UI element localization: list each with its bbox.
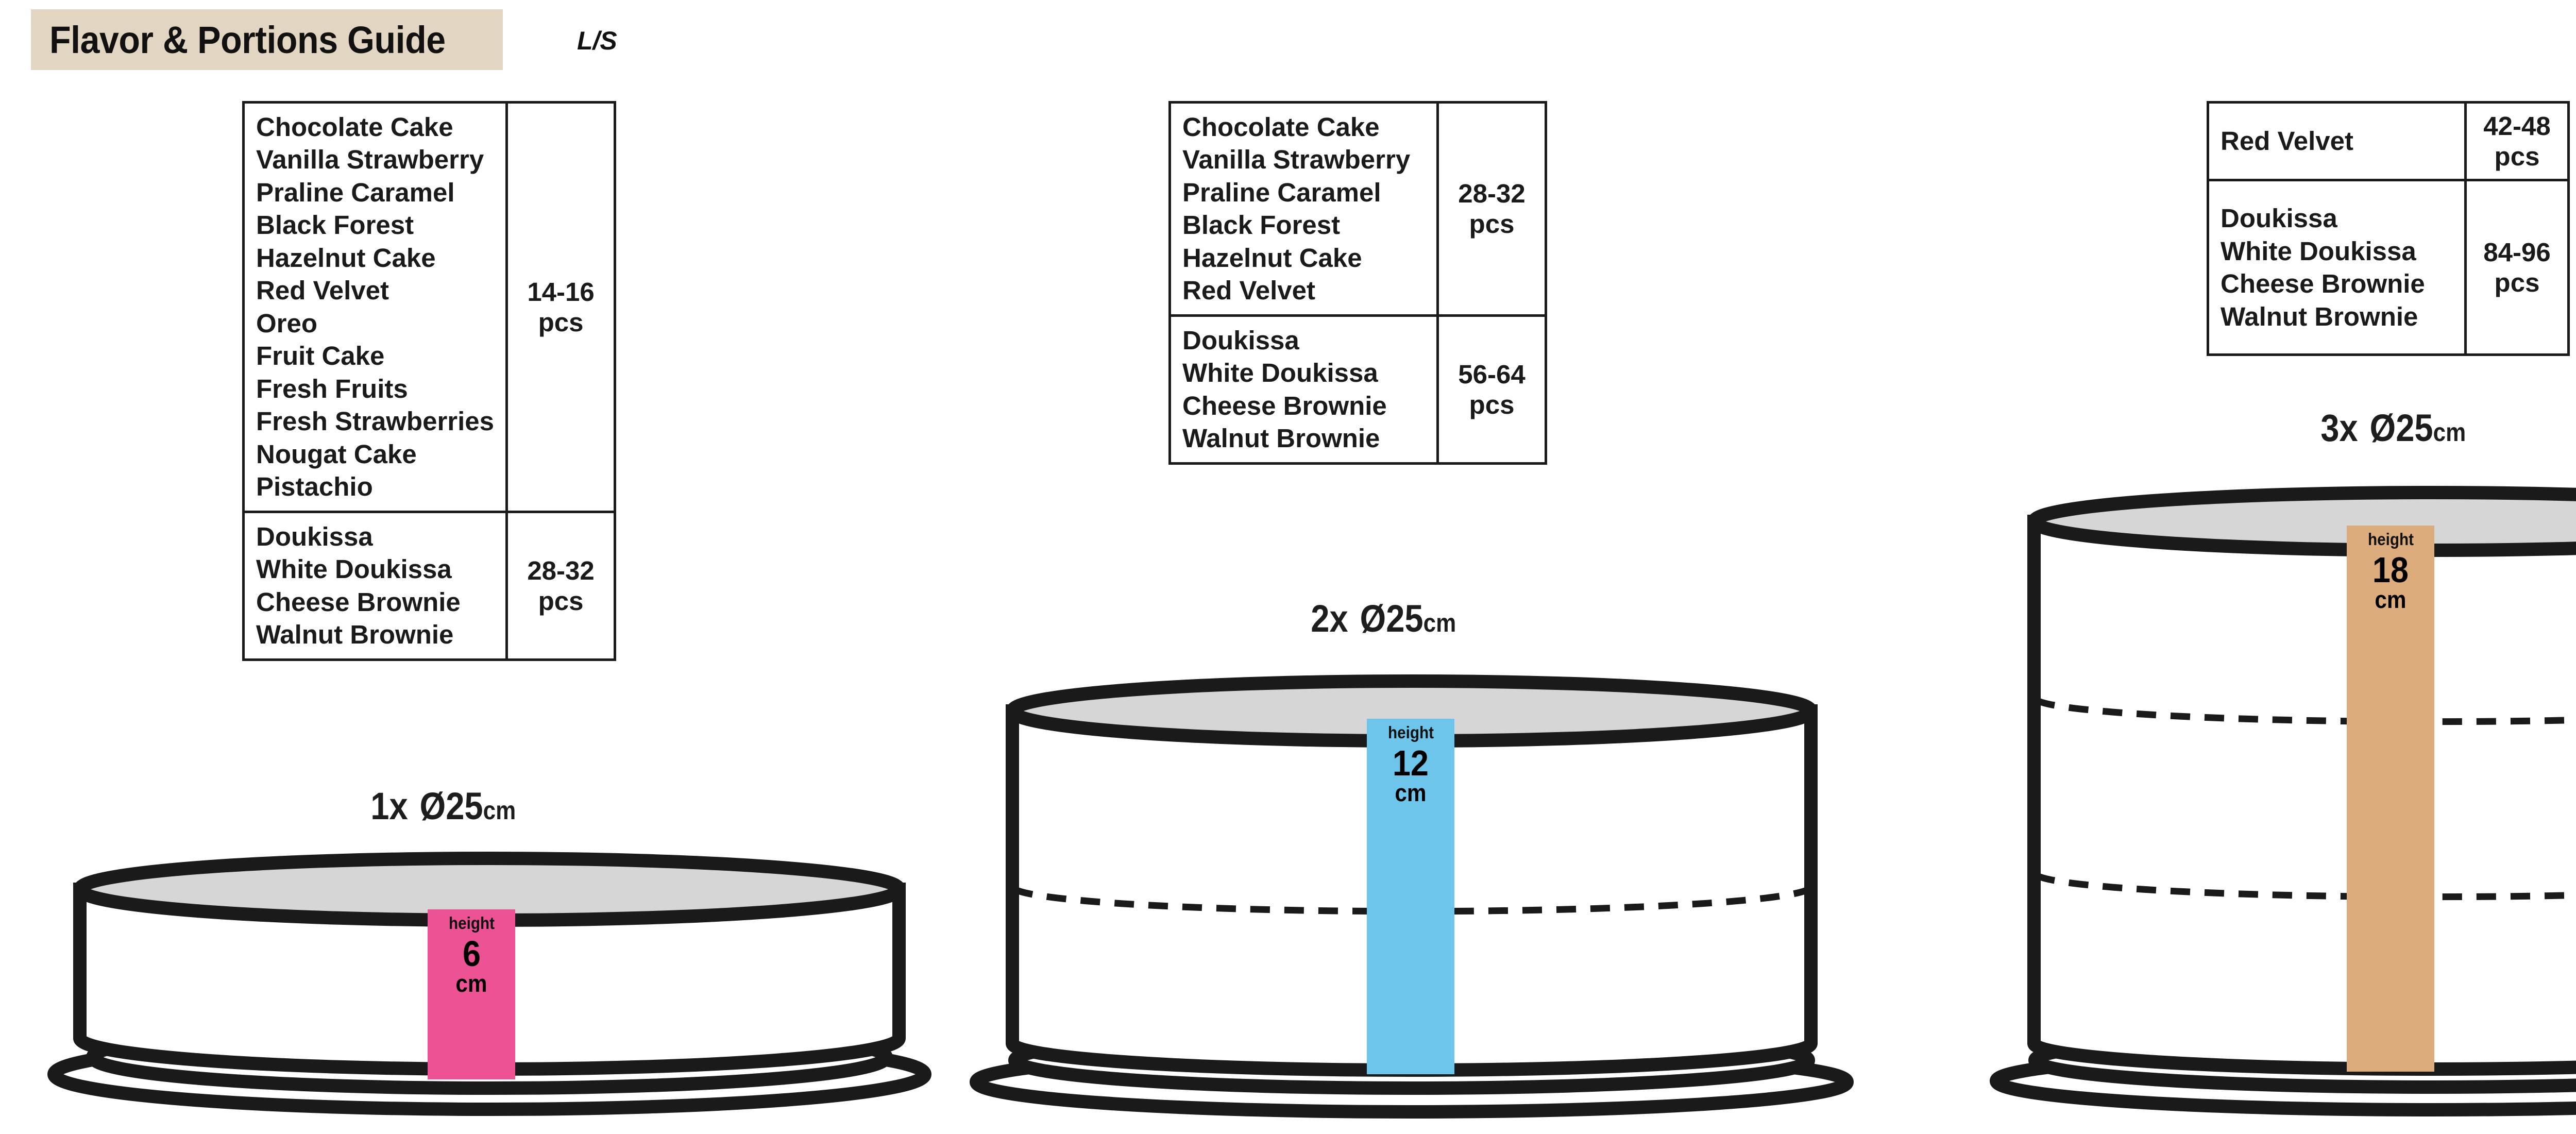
table-row: Doukissa White Doukissa Cheese Brownie W… — [242, 510, 617, 661]
flavor-item: Doukissa — [256, 521, 373, 551]
table-row: Doukissa White Doukissa Cheese Brownie W… — [1168, 314, 1547, 465]
header-code-label: L/S — [577, 26, 617, 55]
flavor-item: Chocolate Cake — [256, 112, 453, 142]
cake-size-caption-3x: 3x Ø25cm — [2320, 406, 2466, 450]
cake-height-band-3x: height 18 cm — [2347, 526, 2434, 1072]
portions-count: 84-96 — [2483, 238, 2551, 267]
flavor-item: Red Velvet — [256, 276, 389, 306]
cake-diameter-unit: cm — [1423, 608, 1456, 637]
flavor-item: Fresh Strawberries — [256, 407, 495, 436]
flavor-item: Vanilla Strawberry — [256, 145, 484, 175]
table-row: Doukissa White Doukissa Cheese Brownie W… — [2207, 179, 2570, 357]
flavor-item: White Doukissa — [256, 554, 452, 584]
portions-cell: 28-32 pcs — [505, 510, 617, 661]
flavor-item: Vanilla Strawberry — [1182, 145, 1411, 175]
portions-unit: pcs — [1469, 390, 1515, 419]
portions-count: 28-32 — [1458, 179, 1526, 209]
flavor-list-cell: Red Velvet — [2207, 100, 2467, 182]
cake-diameter-label: Ø25 — [419, 785, 483, 827]
height-label: height — [448, 913, 495, 933]
portions-count: 42-48 — [2483, 111, 2551, 141]
flavor-item: Cheese Brownie — [2221, 269, 2425, 299]
portions-unit: pcs — [2494, 142, 2540, 172]
flavor-list-cell: Chocolate Cake Vanilla Strawberry Pralin… — [242, 101, 509, 513]
cake-diameter-label: Ø25 — [1360, 597, 1423, 640]
height-label: height — [1387, 723, 1434, 742]
portions-table-1x: Chocolate Cake Vanilla Strawberry Pralin… — [242, 101, 617, 661]
flavor-list-cell: Doukissa White Doukissa Cheese Brownie W… — [2207, 179, 2467, 357]
height-unit: cm — [2375, 586, 2406, 614]
flavor-item: Nougat Cake — [256, 439, 417, 469]
flavor-list-cell: Doukissa White Doukissa Cheese Brownie W… — [1168, 314, 1439, 465]
flavor-item: White Doukissa — [2221, 236, 2416, 266]
cake-figure-3x — [1990, 484, 2576, 1116]
page-title: Flavor & Portions Guide — [49, 18, 446, 61]
flavor-item: Red Velvet — [2221, 126, 2353, 156]
portions-cell: 84-96 pcs — [2464, 179, 2570, 357]
cake-size-caption-2x: 2x Ø25cm — [1311, 597, 1456, 640]
flavor-item: Black Forest — [1182, 210, 1341, 240]
cake-top-surface — [2027, 486, 2576, 557]
cake-diameter-unit: cm — [2433, 418, 2466, 447]
portions-unit: pcs — [538, 307, 584, 337]
cake-size-caption-1x: 1x Ø25cm — [370, 784, 516, 828]
portions-cell: 14-16 pcs — [505, 101, 617, 513]
height-label: height — [2367, 530, 2414, 549]
header-bar: Flavor & Portions Guide — [31, 9, 503, 70]
flavor-list-cell: Doukissa White Doukissa Cheese Brownie W… — [242, 510, 509, 661]
portions-unit: pcs — [538, 586, 584, 616]
portions-count: 56-64 — [1458, 359, 1526, 389]
flavor-item: Black Forest — [256, 210, 414, 240]
cake-height-band-2x: height 12 cm — [1367, 719, 1454, 1074]
height-value: 18 — [2372, 550, 2409, 590]
cake-count-label: 1x — [370, 785, 408, 827]
cake-count-label: 3x — [2320, 407, 2358, 449]
table-row: Red Velvet 42-48 pcs — [2207, 100, 2570, 182]
flavor-item: Walnut Brownie — [256, 620, 454, 650]
flavor-item: Red Velvet — [1182, 276, 1315, 306]
flavor-item: Praline Caramel — [256, 177, 455, 207]
flavor-item: Cheese Brownie — [1182, 391, 1387, 420]
flavor-list-cell: Chocolate Cake Vanilla Strawberry Pralin… — [1168, 101, 1439, 317]
flavor-item: Doukissa — [2221, 204, 2337, 233]
cake-body — [2027, 515, 2576, 1076]
flavor-item: Praline Caramel — [1182, 177, 1381, 207]
flavor-item: Oreo — [256, 308, 318, 338]
table-row: Chocolate Cake Vanilla Strawberry Pralin… — [242, 101, 617, 513]
portions-count: 28-32 — [527, 555, 595, 585]
flavor-item: Walnut Brownie — [2221, 301, 2418, 331]
flavor-item: Hazelnut Cake — [1182, 243, 1362, 273]
flavor-item: Chocolate Cake — [1182, 112, 1380, 142]
cake-height-band-1x: height 6 cm — [428, 909, 515, 1079]
flavor-item: Doukissa — [1182, 325, 1299, 355]
flavor-item: Pistachio — [256, 472, 373, 502]
height-unit: cm — [1395, 779, 1427, 807]
table-row: Chocolate Cake Vanilla Strawberry Pralin… — [1168, 101, 1547, 317]
flavor-item: Fruit Cake — [256, 341, 385, 371]
portions-table-2x: Chocolate Cake Vanilla Strawberry Pralin… — [1168, 101, 1547, 465]
flavor-item: Cheese Brownie — [256, 587, 461, 617]
height-value: 6 — [462, 934, 481, 974]
height-value: 12 — [1392, 743, 1429, 783]
flavor-item: Hazelnut Cake — [256, 243, 436, 273]
flavor-item: Walnut Brownie — [1182, 424, 1380, 453]
flavor-item: Fresh Fruits — [256, 374, 408, 403]
portions-cell: 28-32 pcs — [1436, 101, 1547, 317]
cake-diameter-label: Ø25 — [2369, 407, 2433, 449]
portions-cell: 42-48 pcs — [2464, 100, 2570, 182]
portions-table-3x: Red Velvet 42-48 pcs Doukissa White Douk… — [2207, 100, 2570, 357]
height-unit: cm — [455, 970, 487, 997]
portions-count: 14-16 — [527, 277, 595, 307]
portions-unit: pcs — [2494, 268, 2540, 298]
cake-count-label: 2x — [1311, 597, 1348, 640]
portions-unit: pcs — [1469, 209, 1515, 239]
flavor-item: White Doukissa — [1182, 358, 1378, 388]
portions-cell: 56-64 pcs — [1436, 314, 1547, 465]
cake-diameter-unit: cm — [483, 796, 516, 825]
